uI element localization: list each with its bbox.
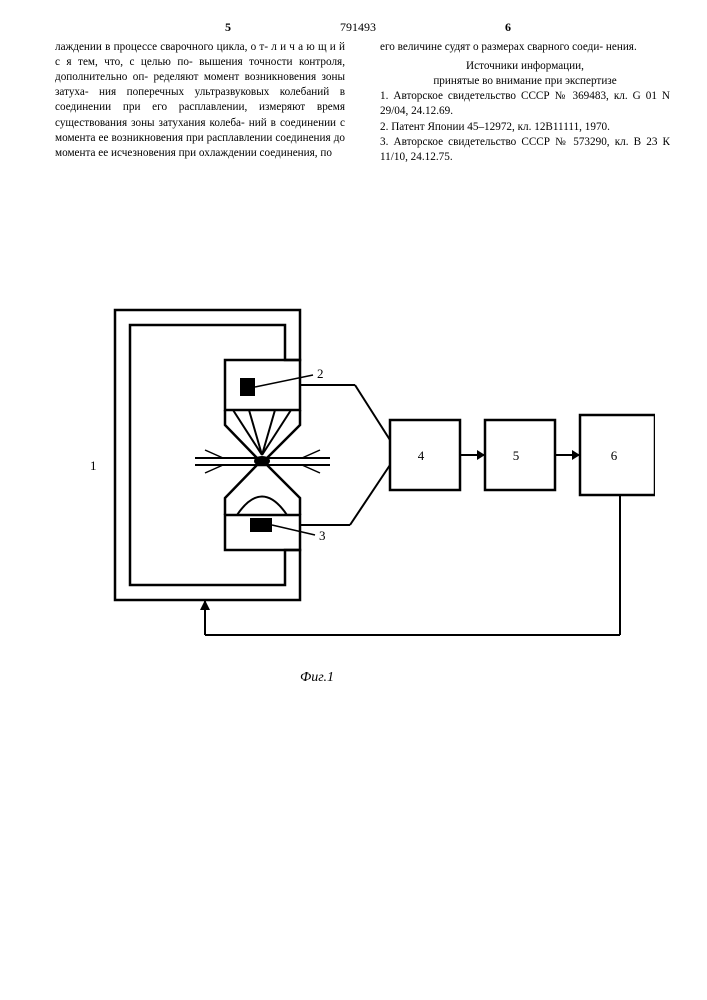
upper-electrode — [225, 360, 300, 458]
reference-3: 3. Авторское свидетельство СССР № 573290… — [380, 135, 670, 165]
document-number: 791493 — [340, 20, 376, 35]
label-5: 5 — [513, 448, 520, 463]
block-4 — [390, 420, 460, 490]
reference-1: 1. Авторское свидетельство СССР № 369483… — [380, 89, 670, 119]
left-text-column: лаждении в процессе сварочного цикла, о … — [55, 40, 345, 161]
block-5 — [485, 420, 555, 490]
right-intro: его величине судят о размерах сварного с… — [380, 40, 670, 55]
label-4: 4 — [418, 448, 425, 463]
label-1: 1 — [90, 458, 97, 473]
lower-electrode — [225, 465, 300, 550]
page-number-right: 6 — [505, 20, 511, 35]
label-2: 2 — [317, 366, 324, 381]
sources-subtitle: принятые во внимание при экспертизе — [380, 74, 670, 89]
figure-caption: Фиг.1 — [300, 670, 334, 686]
right-text-column: его величине судят о размерах сварного с… — [380, 40, 670, 165]
left-paragraph: лаждении в процессе сварочного цикла, о … — [55, 41, 345, 159]
page-number-left: 5 — [225, 20, 231, 35]
sources-title: Источники информации, — [380, 59, 670, 74]
label-3: 3 — [319, 528, 326, 543]
block-6 — [580, 415, 655, 495]
block-1-frame — [115, 310, 300, 600]
label-6: 6 — [611, 448, 618, 463]
block-diagram: 1 2 — [55, 290, 655, 670]
reference-2: 2. Патент Японии 45–12972, кл. 12В11111,… — [380, 120, 670, 135]
